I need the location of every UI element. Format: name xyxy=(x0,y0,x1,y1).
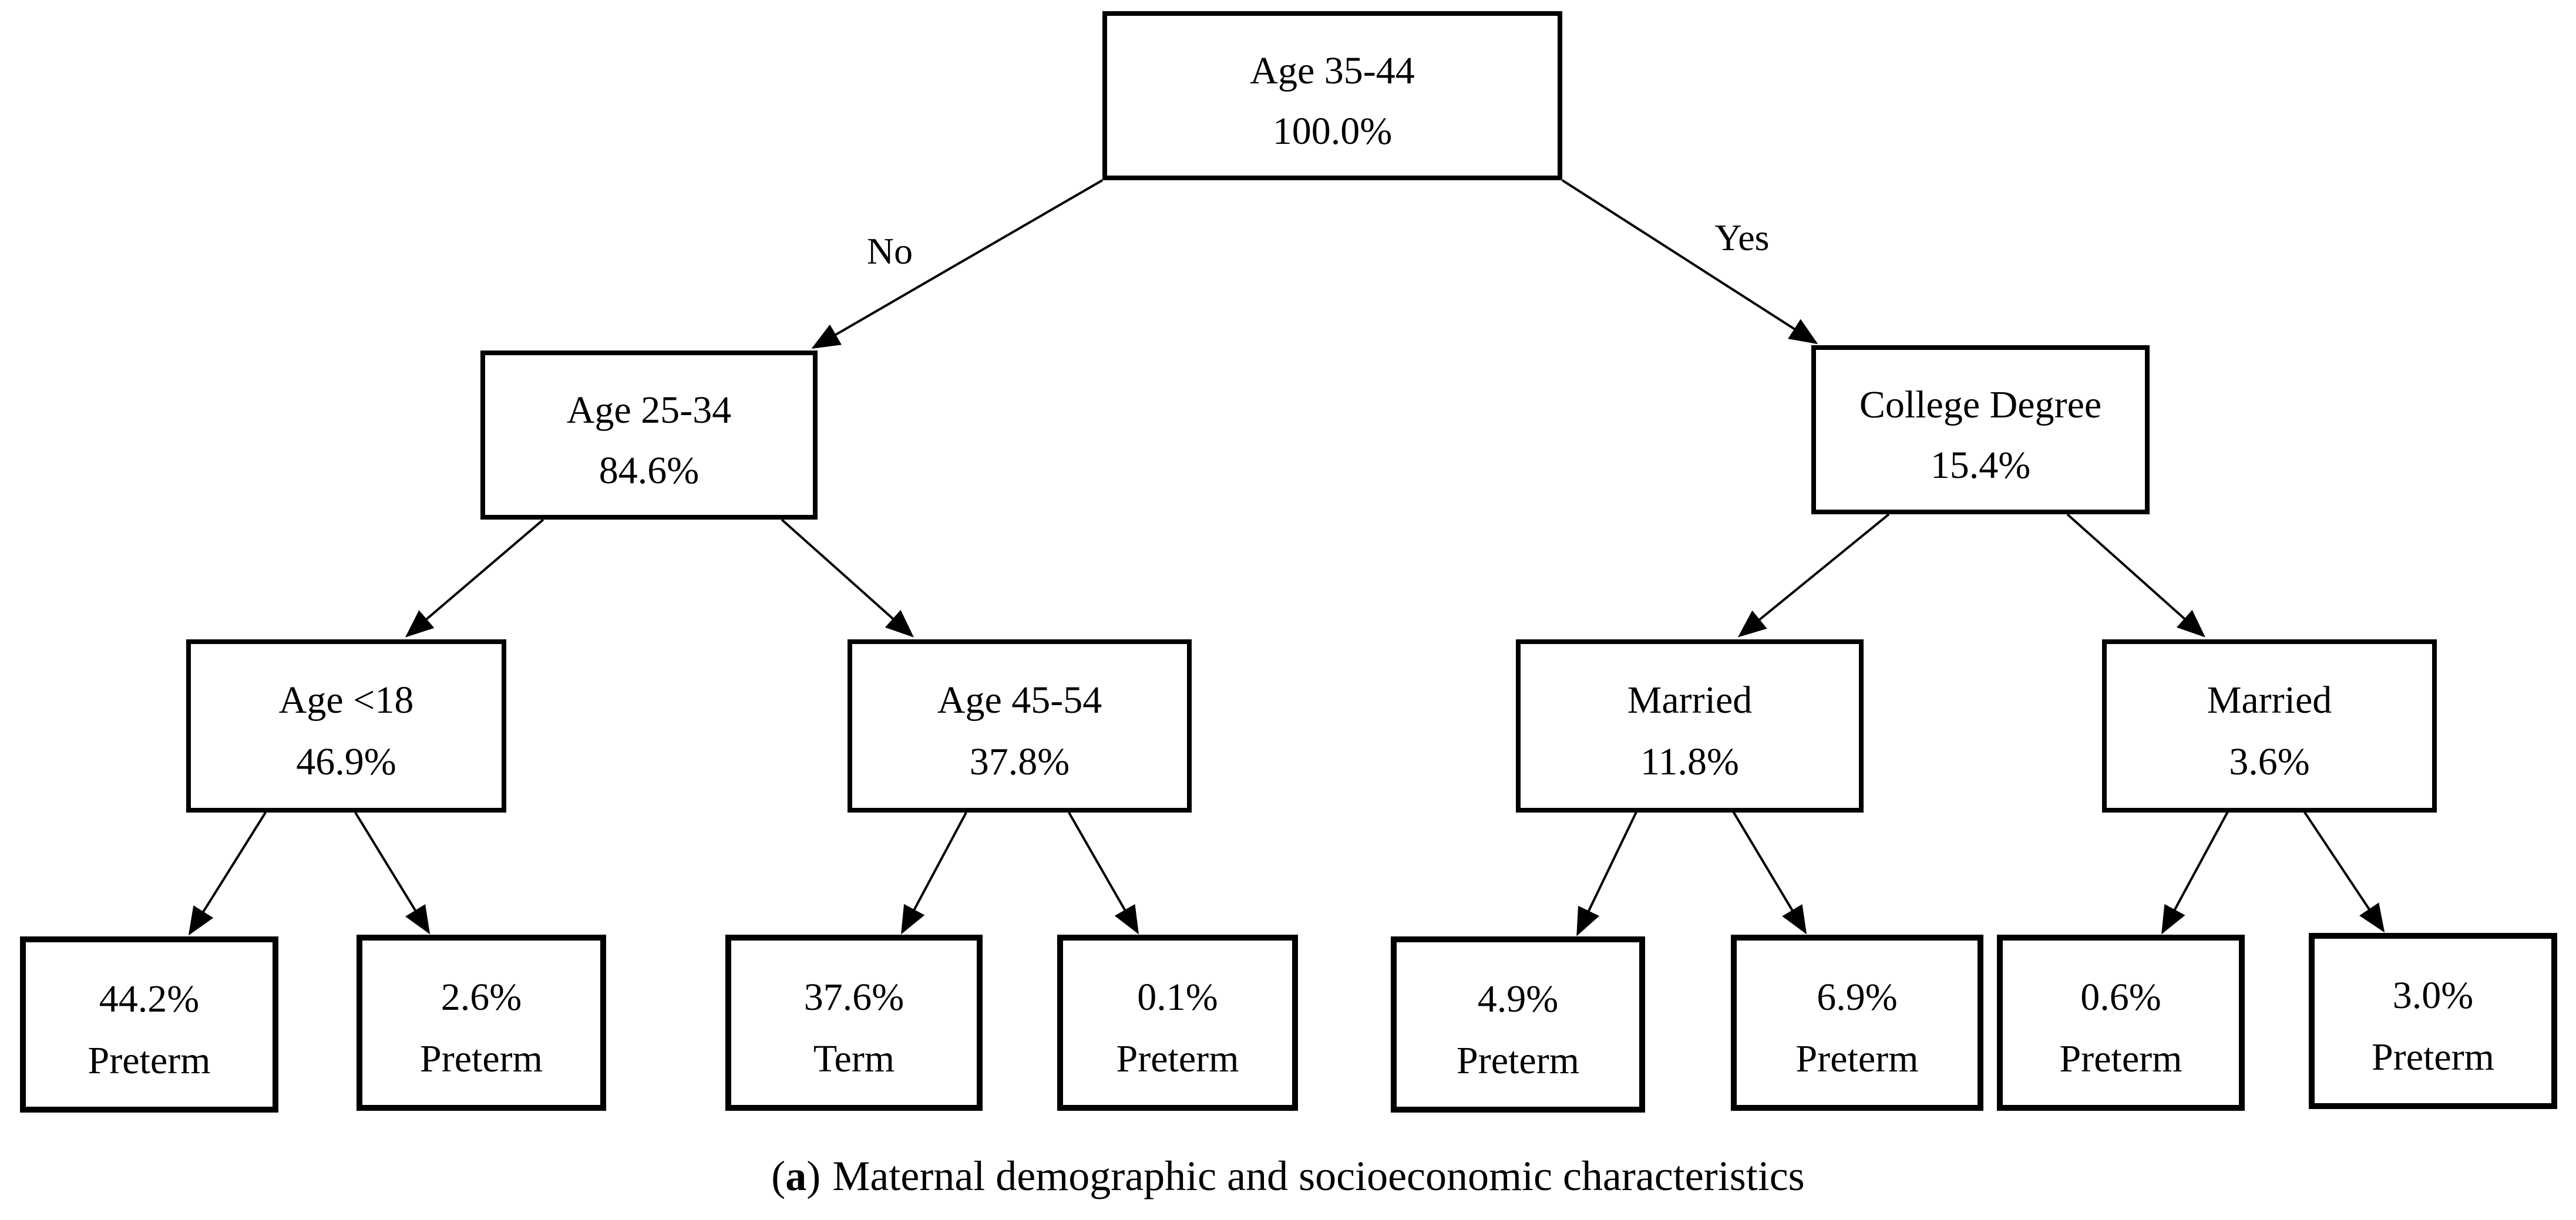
arrow-college-to-married-left xyxy=(1737,513,1890,638)
tree-leaf-4: 0.1% Preterm xyxy=(1057,935,1298,1111)
node-title: Age <18 xyxy=(278,679,414,722)
arrow-college-to-married-right xyxy=(2066,513,2205,638)
leaf-outcome: Preterm xyxy=(2372,1035,2494,1079)
node-title: Married xyxy=(1627,679,1753,722)
arrow-married-left-to-leaf-5 xyxy=(1576,809,1639,936)
leaf-outcome: Preterm xyxy=(1116,1037,1239,1080)
leaf-outcome: Preterm xyxy=(88,1039,211,1082)
tree-node-married-left: Married 11.8% xyxy=(1516,639,1864,813)
edge-label-no: No xyxy=(866,230,913,272)
node-title: College Degree xyxy=(1859,383,2102,427)
edge-label-yes: Yes xyxy=(1714,217,1770,258)
leaf-percent: 3.0% xyxy=(2392,973,2474,1017)
arrow-age-45-54-to-leaf-4 xyxy=(1068,812,1139,935)
tree-node-age-45-54: Age 45-54 37.8% xyxy=(848,639,1192,813)
caption-text: Maternal demographic and socioeconomic c… xyxy=(832,1152,1805,1199)
leaf-percent: 4.9% xyxy=(1477,977,1559,1020)
leaf-percent: 0.1% xyxy=(1137,975,1218,1019)
arrow-age-45-54-to-leaf-3 xyxy=(901,812,967,935)
node-percent: 11.8% xyxy=(1640,740,1740,784)
arrow-age-25-34-to-age-lt-18 xyxy=(405,518,544,638)
tree-node-age-25-34: Age 25-34 84.6% xyxy=(480,351,818,520)
leaf-percent: 2.6% xyxy=(440,975,522,1019)
node-title: Age 35-44 xyxy=(1250,49,1415,93)
tree-node-age-35-44: Age 35-44 100.0% xyxy=(1102,11,1562,180)
leaf-percent: 37.6% xyxy=(803,975,904,1019)
tree-leaf-7: 0.6% Preterm xyxy=(1997,935,2245,1111)
tree-node-married-right: Married 3.6% xyxy=(2102,639,2437,813)
arrow-age-lt-18-to-leaf-1 xyxy=(188,811,267,936)
tree-node-college-degree: College Degree 15.4% xyxy=(1811,345,2150,514)
leaf-outcome: Preterm xyxy=(1457,1039,1579,1082)
arrow-root-to-college-degree xyxy=(1561,179,1818,345)
caption-label-open: ( xyxy=(771,1152,786,1199)
node-percent: 100.0% xyxy=(1272,109,1393,153)
node-percent: 84.6% xyxy=(598,449,700,492)
leaf-outcome: Preterm xyxy=(420,1037,543,1080)
arrow-married-left-to-leaf-6 xyxy=(1731,808,1807,935)
node-title: Age 25-34 xyxy=(566,389,732,432)
caption-label: a xyxy=(785,1152,807,1199)
leaf-outcome: Preterm xyxy=(2059,1037,2182,1080)
tree-leaf-3: 37.6% Term xyxy=(725,935,983,1111)
arrow-married-right-to-leaf-7 xyxy=(2161,809,2230,935)
node-title: Married xyxy=(2207,679,2332,722)
caption-label-close: ) xyxy=(806,1152,821,1199)
leaf-outcome: Preterm xyxy=(1795,1037,1919,1080)
figure-caption: (a) Maternal demographic and socioeconomi… xyxy=(0,1152,2576,1201)
node-percent: 3.6% xyxy=(2229,740,2310,784)
leaf-outcome: Term xyxy=(813,1037,895,1080)
node-title: Age 45-54 xyxy=(937,679,1102,722)
leaf-percent: 44.2% xyxy=(99,977,200,1020)
tree-leaf-8: 3.0% Preterm xyxy=(2309,933,2557,1109)
arrow-married-right-to-leaf-8 xyxy=(2302,808,2385,933)
leaf-percent: 6.9% xyxy=(1817,975,1898,1019)
node-percent: 37.8% xyxy=(969,740,1070,784)
tree-leaf-5: 4.9% Preterm xyxy=(1391,936,1645,1113)
node-percent: 46.9% xyxy=(296,740,396,784)
node-percent: 15.4% xyxy=(1930,443,2031,487)
leaf-percent: 0.6% xyxy=(2080,975,2161,1019)
arrow-age-25-34-to-age-45-54 xyxy=(781,518,914,638)
tree-leaf-6: 6.9% Preterm xyxy=(1731,935,1983,1111)
tree-node-age-lt-18: Age <18 46.9% xyxy=(186,639,506,813)
arrow-age-lt-18-to-leaf-2 xyxy=(354,811,431,935)
tree-leaf-1: 44.2% Preterm xyxy=(20,936,278,1113)
tree-leaf-2: 2.6% Preterm xyxy=(357,935,606,1111)
arrow-root-to-age-25-34 xyxy=(811,179,1104,349)
